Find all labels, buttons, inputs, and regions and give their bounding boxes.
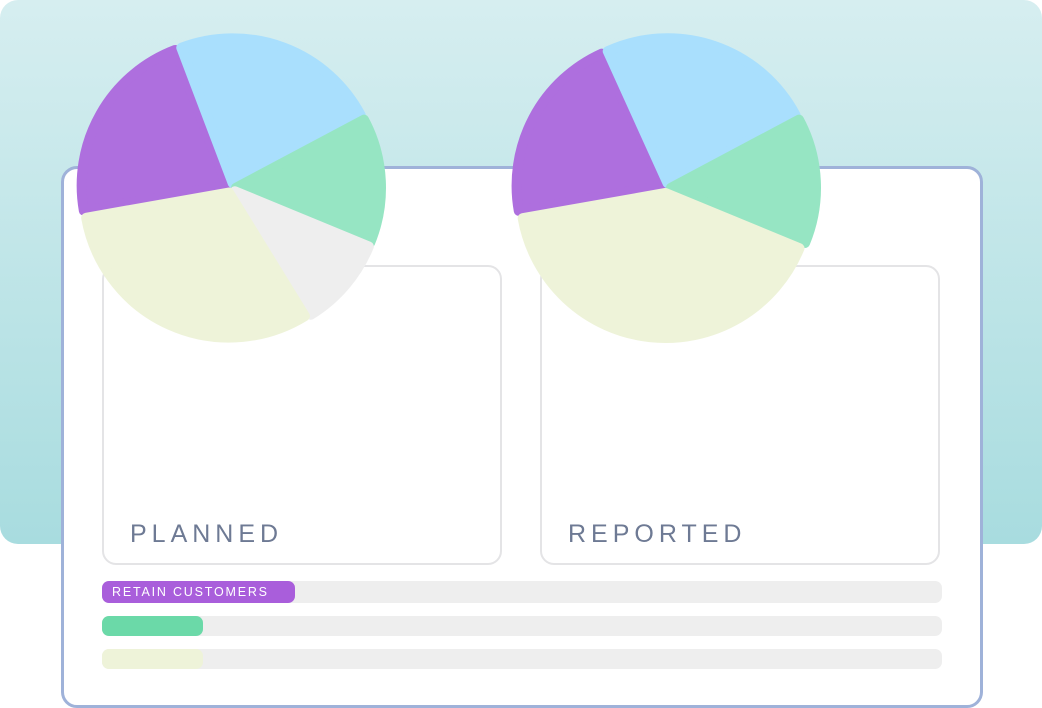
planned-slice-5 — [81, 187, 310, 343]
progress-bars: RETAIN CUSTOMERS — [102, 581, 942, 682]
progress-fill-green — [102, 616, 203, 636]
reported-pie-chart — [511, 33, 821, 343]
planned-label: PLANNED — [130, 520, 284, 548]
progress-label: RETAIN CUSTOMERS — [112, 585, 269, 599]
planned-slice-1 — [76, 44, 232, 216]
reported-slice-4 — [517, 187, 805, 343]
planned-pie-chart — [76, 33, 386, 343]
progress-track — [102, 649, 942, 669]
progress-fill-cream — [102, 649, 203, 669]
progress-fill-retain-customers: RETAIN CUSTOMERS — [102, 581, 296, 603]
planned-slice-4 — [229, 186, 374, 320]
progress-track: RETAIN CUSTOMERS — [102, 581, 942, 603]
progress-track — [102, 616, 942, 636]
reported-label: REPORTED — [568, 520, 747, 548]
planned-slice-3 — [230, 114, 386, 249]
planned-slice-2 — [176, 33, 366, 189]
reported-slice-2 — [602, 33, 801, 189]
reported-slice-3 — [665, 114, 821, 249]
reported-slice-1 — [511, 48, 667, 216]
